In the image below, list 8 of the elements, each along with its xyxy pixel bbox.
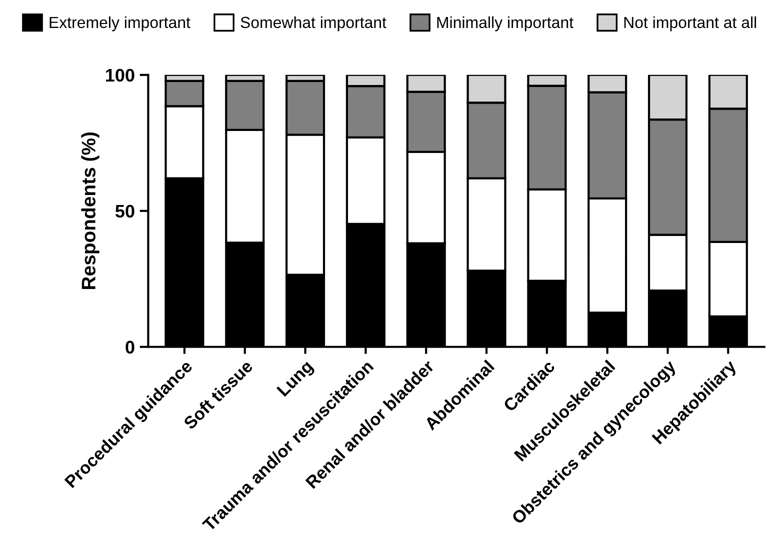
legend-label: Minimally important [437,16,574,32]
y-tick-label: 100 [106,68,134,82]
y-axis-title: Respondents (%) [81,132,100,289]
y-tick-label: 50 [115,204,134,218]
legend-label: Somewhat important [240,16,386,32]
y-tick-label: 0 [126,340,134,354]
legend-label: Extremely important [50,16,190,32]
legend-label: Not important at all [624,16,756,32]
